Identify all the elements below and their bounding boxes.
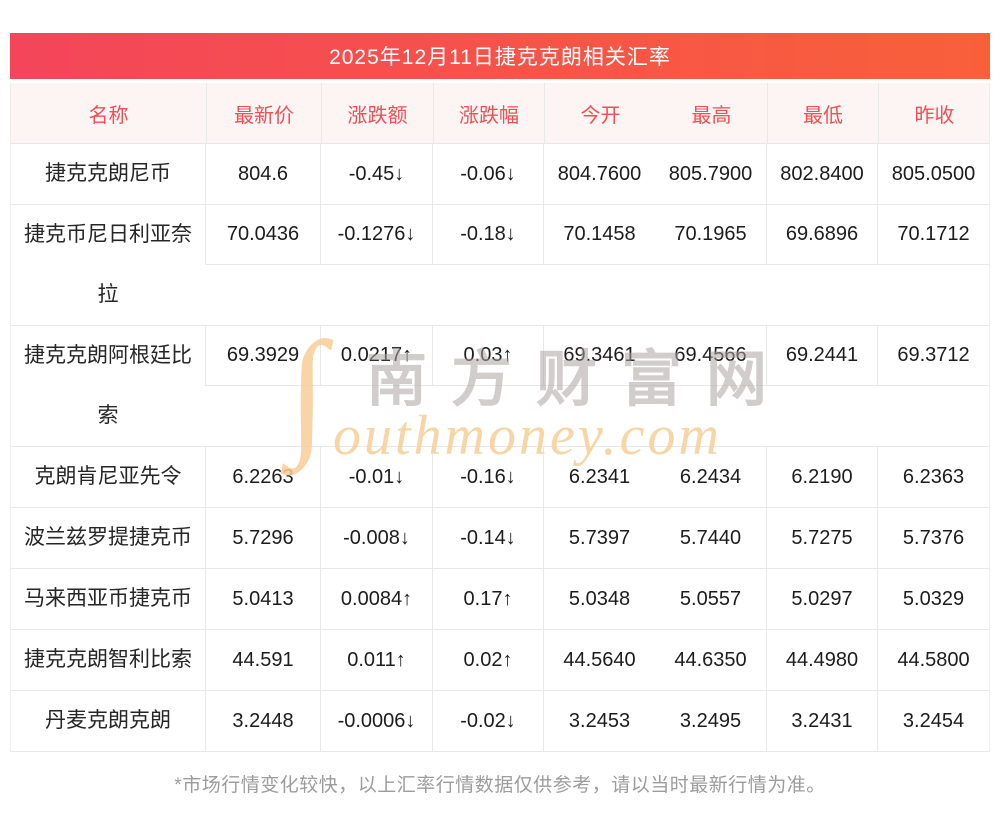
latest-value: 70.0436 [205,205,320,265]
change-value: 0.0217↑ [320,326,432,386]
exchange-rate-table: 名称 最新价 涨跌额 涨跌幅 今开 最高 最低 昨收 捷克克朗尼币 804.6 -0.45↓ -0.… [10,83,990,752]
prev_close-value: 70.1712 [877,205,989,265]
table-row: 捷克克朗尼币 804.6 -0.45↓ -0.06↓ 804.7600 805.7900 8… [11,144,989,205]
change_pct-value: -0.02↓ [432,691,543,751]
currency-pair-name: 捷克克朗阿根廷比索 [24,344,192,427]
prev_close-value: 69.3712 [877,326,989,386]
row-values: 69.3929 0.0217↑ 0.03↑ 69.3461 69.4566 69.2441… [205,326,989,386]
change_pct-value: -0.14↓ [432,508,543,568]
low-value: 802.8400 [766,144,877,204]
change-value: -0.01↓ [320,447,432,507]
low-value: 5.0297 [766,569,877,629]
table-row: 捷克克朗阿根廷比索 69.3929 0.0217↑ 0.03↑ 69.3461 69.45… [11,326,989,447]
currency-pair-name: 波兰兹罗提捷克币 [24,526,192,549]
prev_close-value: 3.2454 [877,691,989,751]
column-header-2: 涨跌额 [321,83,433,143]
change_pct-value: -0.18↓ [432,205,543,265]
currency-pair-name: 丹麦克朗克朗 [45,709,171,732]
low-value: 5.7275 [766,508,877,568]
change_pct-value: -0.06↓ [432,144,543,204]
open-value: 44.5640 [543,630,655,690]
low-value: 6.2190 [766,447,877,507]
table-row: 克朗肯尼亚先令 6.2263 -0.01↓ -0.16↓ 6.2341 6.2434 6.2… [11,447,989,508]
prev_close-value: 805.0500 [877,144,989,204]
latest-value: 44.591 [205,630,320,690]
prev_close-value: 6.2363 [877,447,989,507]
page-title: 2025年12月11日捷克克朗相关汇率 [329,46,671,69]
table-body: 捷克克朗尼币 804.6 -0.45↓ -0.06↓ 804.7600 805.7900 8… [11,144,989,752]
table-row: 捷克币尼日利亚奈拉 70.0436 -0.1276↓ -0.18↓ 70.1458 70.… [11,205,989,326]
table-row: 捷克克朗智利比索 44.591 0.011↑ 0.02↑ 44.5640 44.6350 4… [11,630,989,691]
table-row: 丹麦克朗克朗 3.2448 -0.0006↓ -0.02↓ 3.2453 3.2495 3.… [11,691,989,752]
high-value: 70.1965 [655,205,766,265]
column-header-6: 最低 [767,83,878,143]
change-value: -0.0006↓ [320,691,432,751]
disclaimer-note: *市场行情变化较快，以上汇率行情数据仅供参考，请以当时最新行情为准。 [174,775,826,796]
high-value: 6.2434 [679,465,742,488]
currency-pair-name: 马来西亚币捷克币 [24,587,192,610]
high-value: 805.7900 [668,162,753,185]
high-value: 3.2495 [679,709,742,732]
column-header-7: 昨收 [878,83,990,143]
column-header-3: 涨跌幅 [433,83,544,143]
prev_close-value: 5.7376 [877,508,989,568]
row-values: 6.2263 -0.01↓ -0.16↓ 6.2341 6.2434 6.2190 6.23… [205,447,989,507]
latest-value: 5.7296 [205,508,320,568]
table-row: 波兰兹罗提捷克币 5.7296 -0.008↓ -0.14↓ 5.7397 5.7440 5… [11,508,989,569]
change-value: -0.008↓ [320,508,432,568]
currency-pair-name: 捷克克朗尼币 [45,162,171,185]
title-bar: 2025年12月11日捷克克朗相关汇率 [10,33,990,79]
change_pct-value: 0.02↑ [432,630,543,690]
row-values: 5.7296 -0.008↓ -0.14↓ 5.7397 5.7440 5.7275 5.7… [205,508,989,568]
change-value: -0.1276↓ [320,205,432,265]
latest-value: 6.2263 [205,447,320,507]
latest-value: 3.2448 [205,691,320,751]
row-values: 70.0436 -0.1276↓ -0.18↓ 70.1458 70.1965 69.68… [205,205,989,265]
open-value: 6.2341 [543,447,655,507]
currency-pair-name: 克朗肯尼亚先令 [34,465,182,488]
open-value: 5.0348 [543,569,655,629]
table-row: 马来西亚币捷克币 5.0413 0.0084↑ 0.17↑ 5.0348 5.0557 5.… [11,569,989,630]
page: 2025年12月11日捷克克朗相关汇率 名称 最新价 涨跌额 涨跌幅 今开 最高 最低 昨收 … [10,33,990,796]
latest-value: 5.0413 [205,569,320,629]
high-value: 44.6350 [674,648,747,671]
change_pct-value: 0.17↑ [432,569,543,629]
low-value: 3.2431 [766,691,877,751]
change_pct-value: 0.03↑ [432,326,543,386]
column-header-0: 名称 [88,104,129,127]
latest-value: 804.6 [205,144,320,204]
currency-pair-name: 捷克币尼日利亚奈拉 [24,223,192,306]
row-values: 3.2448 -0.0006↓ -0.02↓ 3.2453 3.2495 3.2431 3.… [205,691,989,751]
prev_close-value: 44.5800 [877,630,989,690]
high-value: 5.7440 [679,526,742,549]
currency-pair-name: 捷克克朗智利比索 [24,648,192,671]
open-value: 5.7397 [543,508,655,568]
latest-value: 69.3929 [205,326,320,386]
low-value: 44.4980 [766,630,877,690]
row-values: 804.6 -0.45↓ -0.06↓ 804.7600 805.7900 802.840… [205,144,989,204]
high-value: 69.4566 [655,326,766,386]
open-value: 70.1458 [543,205,655,265]
open-value: 69.3461 [543,326,655,386]
column-header-5: 最高 [691,104,732,127]
low-value: 69.6896 [766,205,877,265]
prev_close-value: 5.0329 [877,569,989,629]
change-value: 0.011↑ [320,630,432,690]
open-value: 3.2453 [543,691,655,751]
change-value: -0.45↓ [320,144,432,204]
column-header-4: 今开 [544,83,656,143]
table-header-row: 名称 最新价 涨跌额 涨跌幅 今开 最高 最低 昨收 [11,83,989,144]
high-value: 5.0557 [679,587,742,610]
column-header-1: 最新价 [206,83,321,143]
low-value: 69.2441 [766,326,877,386]
row-values: 5.0413 0.0084↑ 0.17↑ 5.0348 5.0557 5.0297 5.03… [205,569,989,629]
row-values: 44.591 0.011↑ 0.02↑ 44.5640 44.6350 44.4980 44… [205,630,989,690]
change_pct-value: -0.16↓ [432,447,543,507]
open-value: 804.7600 [543,144,655,204]
change-value: 0.0084↑ [320,569,432,629]
